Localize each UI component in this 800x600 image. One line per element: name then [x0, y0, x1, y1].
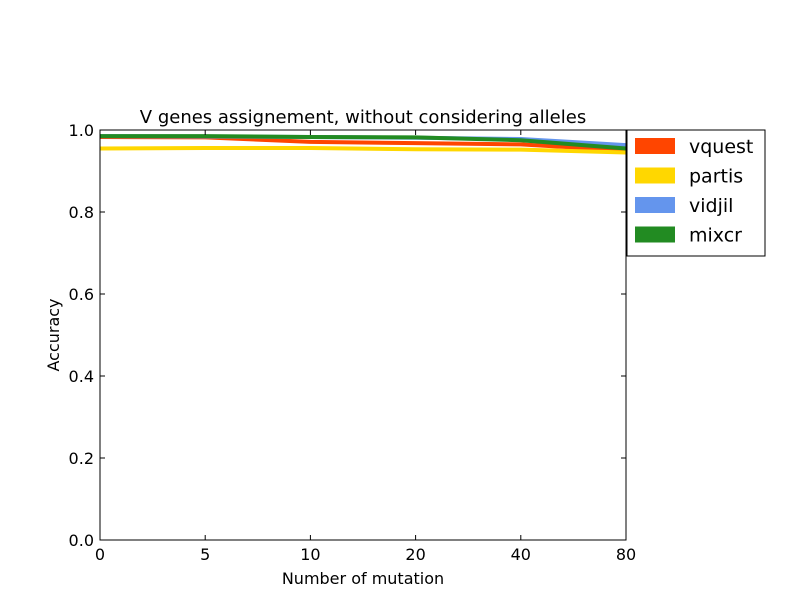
legend-swatch-partis — [635, 167, 675, 184]
y-tick-label: 0.4 — [69, 367, 94, 386]
y-axis-label: Accuracy — [44, 298, 63, 371]
legend-label-partis: partis — [689, 166, 743, 188]
legend-swatch-vidjil — [635, 197, 675, 213]
series-line-partis — [99, 146, 627, 155]
y-tick-label: 1.0 — [69, 121, 94, 140]
x-tick-label: 10 — [300, 545, 320, 564]
y-tick-label: 0.2 — [69, 449, 94, 468]
x-axis-ticks: 0 5 10 20 40 80 — [95, 130, 636, 564]
y-tick-label: 0.0 — [69, 531, 94, 550]
x-tick-label: 40 — [511, 545, 531, 564]
x-tick-label: 20 — [405, 545, 425, 564]
x-tick-label: 5 — [200, 545, 210, 564]
x-tick-label: 0 — [95, 545, 105, 564]
chart-title: V genes assignement, without considering… — [140, 107, 586, 128]
legend-swatch-mixcr — [635, 226, 675, 243]
y-tick-label: 0.8 — [69, 203, 94, 222]
series-line-mixcr — [100, 134, 627, 151]
legend: vquest partis vidjil mixcr — [626, 129, 766, 257]
legend-swatch-vquest — [635, 138, 675, 154]
legend-label-vquest: vquest — [689, 136, 753, 158]
x-axis-label: Number of mutation — [282, 569, 444, 588]
legend-label-mixcr: mixcr — [689, 225, 742, 247]
plot-frame — [99, 129, 627, 541]
x-tick-label: 80 — [616, 545, 636, 564]
series-lines — [99, 134, 627, 155]
legend-label-vidjil: vidjil — [689, 195, 733, 217]
y-axis-ticks: 0.0 0.2 0.4 0.6 0.8 1.0 — [69, 121, 626, 550]
y-tick-label: 0.6 — [69, 285, 94, 304]
